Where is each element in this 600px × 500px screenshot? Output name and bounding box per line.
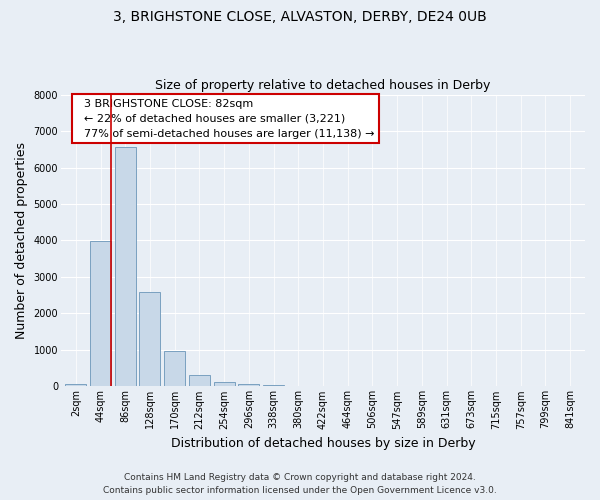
Bar	[65, 384, 86, 386]
X-axis label: Distribution of detached houses by size in Derby: Distribution of detached houses by size …	[170, 437, 475, 450]
Bar	[139, 292, 160, 386]
Bar	[214, 382, 235, 386]
Bar	[238, 384, 259, 386]
Bar	[164, 352, 185, 386]
Bar	[263, 384, 284, 386]
Y-axis label: Number of detached properties: Number of detached properties	[15, 142, 28, 339]
Text: Contains HM Land Registry data © Crown copyright and database right 2024.
Contai: Contains HM Land Registry data © Crown c…	[103, 474, 497, 495]
Text: 3, BRIGHSTONE CLOSE, ALVASTON, DERBY, DE24 0UB: 3, BRIGHSTONE CLOSE, ALVASTON, DERBY, DE…	[113, 10, 487, 24]
Bar	[115, 148, 136, 386]
Text: 3 BRIGHSTONE CLOSE: 82sqm
  ← 22% of detached houses are smaller (3,221)
  77% o: 3 BRIGHSTONE CLOSE: 82sqm ← 22% of detac…	[77, 99, 374, 138]
Bar	[90, 241, 111, 386]
Bar	[189, 374, 210, 386]
Title: Size of property relative to detached houses in Derby: Size of property relative to detached ho…	[155, 79, 491, 92]
